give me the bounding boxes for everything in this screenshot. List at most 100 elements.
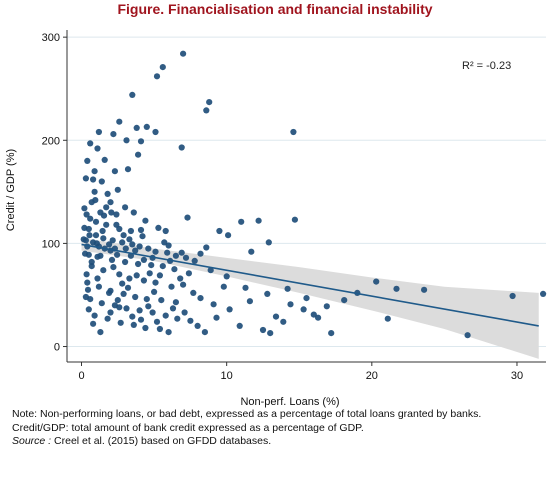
data-point (92, 218, 100, 225)
data-point (94, 145, 101, 152)
data-point (109, 237, 116, 244)
data-point (421, 286, 428, 293)
figure-notes: Note: Non-performing loans, or bad debt,… (12, 408, 542, 449)
x-tick-label: 0 (78, 370, 84, 382)
data-point (151, 288, 158, 295)
data-point (191, 257, 198, 264)
data-point (182, 254, 190, 261)
data-point (122, 204, 129, 211)
data-point (165, 242, 172, 249)
data-point (80, 236, 87, 243)
data-point (108, 256, 116, 263)
data-point (130, 209, 137, 216)
data-point (213, 314, 220, 321)
data-point (169, 305, 177, 312)
data-point (113, 211, 120, 218)
data-point (91, 312, 98, 319)
data-point (190, 289, 197, 296)
data-point (133, 272, 140, 279)
data-point (323, 303, 330, 310)
data-point (104, 190, 111, 197)
data-point (99, 227, 106, 235)
data-point (100, 212, 108, 219)
data-point (127, 227, 134, 235)
data-point (81, 205, 88, 212)
data-point (225, 232, 232, 239)
data-point (122, 258, 129, 266)
data-point (159, 263, 166, 270)
data-point (146, 270, 153, 277)
data-point (133, 124, 140, 131)
data-point (82, 250, 89, 257)
data-point (464, 332, 471, 339)
data-point (91, 188, 98, 195)
data-point (185, 270, 192, 277)
figure-title: Figure. Financialisation and financial i… (117, 1, 433, 17)
data-point (172, 299, 179, 306)
source-text: Creel et al. (2015) based on GFDD databa… (51, 435, 272, 447)
data-point (168, 283, 175, 290)
x-tick-label: 20 (366, 370, 378, 382)
data-point (139, 233, 146, 240)
data-point (123, 137, 130, 144)
source-label: Source : (12, 435, 52, 447)
data-point (187, 317, 194, 324)
data-point (142, 324, 149, 332)
data-point (159, 64, 166, 71)
data-point (242, 284, 249, 291)
data-point (264, 290, 271, 297)
y-tick-label: 300 (42, 32, 60, 44)
x-tick-label: 30 (511, 370, 523, 382)
data-point (162, 227, 169, 235)
y-tick-label: 100 (42, 238, 60, 250)
data-point (384, 315, 391, 322)
data-point (116, 271, 123, 278)
data-point (303, 295, 310, 302)
data-point (117, 319, 124, 326)
data-point (122, 245, 129, 252)
data-point (95, 128, 102, 136)
data-point (206, 99, 213, 106)
data-point (509, 292, 516, 300)
data-point (110, 131, 117, 138)
data-point (116, 304, 123, 311)
gridlines (67, 36, 546, 348)
data-point (341, 297, 348, 304)
data-point (171, 266, 178, 273)
data-point (153, 73, 161, 80)
data-point (110, 264, 117, 271)
data-point (82, 175, 89, 182)
data-point (216, 227, 223, 235)
data-point (106, 289, 113, 296)
data-point (98, 300, 105, 307)
r-squared-annotation: R² = -0.23 (462, 60, 511, 72)
data-point (106, 241, 113, 248)
data-point (248, 248, 255, 255)
data-point (153, 318, 161, 325)
data-point (82, 293, 89, 301)
y-axis-label: Credit / GDP (%) (5, 149, 17, 231)
x-axis-label: Non-perf. Loans (%) (240, 396, 339, 408)
data-point (103, 221, 110, 228)
data-point (197, 250, 204, 257)
data-point (137, 316, 145, 323)
data-point (540, 290, 547, 297)
y-tick-label: 200 (42, 135, 60, 147)
data-point (83, 271, 90, 278)
data-point (124, 284, 132, 291)
data-point (100, 235, 107, 242)
data-point (116, 118, 123, 125)
data-point (300, 306, 307, 313)
data-point (120, 232, 127, 239)
data-point (152, 279, 159, 286)
note-line-1: Note: Non-performing loans, or bad debt,… (12, 408, 482, 420)
data-point (114, 297, 121, 304)
data-point (135, 151, 142, 158)
data-point (140, 256, 147, 263)
data-point (158, 297, 165, 304)
confidence-band-layer (81, 238, 539, 359)
data-point (246, 298, 253, 305)
data-point (143, 123, 150, 130)
data-point (86, 232, 93, 239)
